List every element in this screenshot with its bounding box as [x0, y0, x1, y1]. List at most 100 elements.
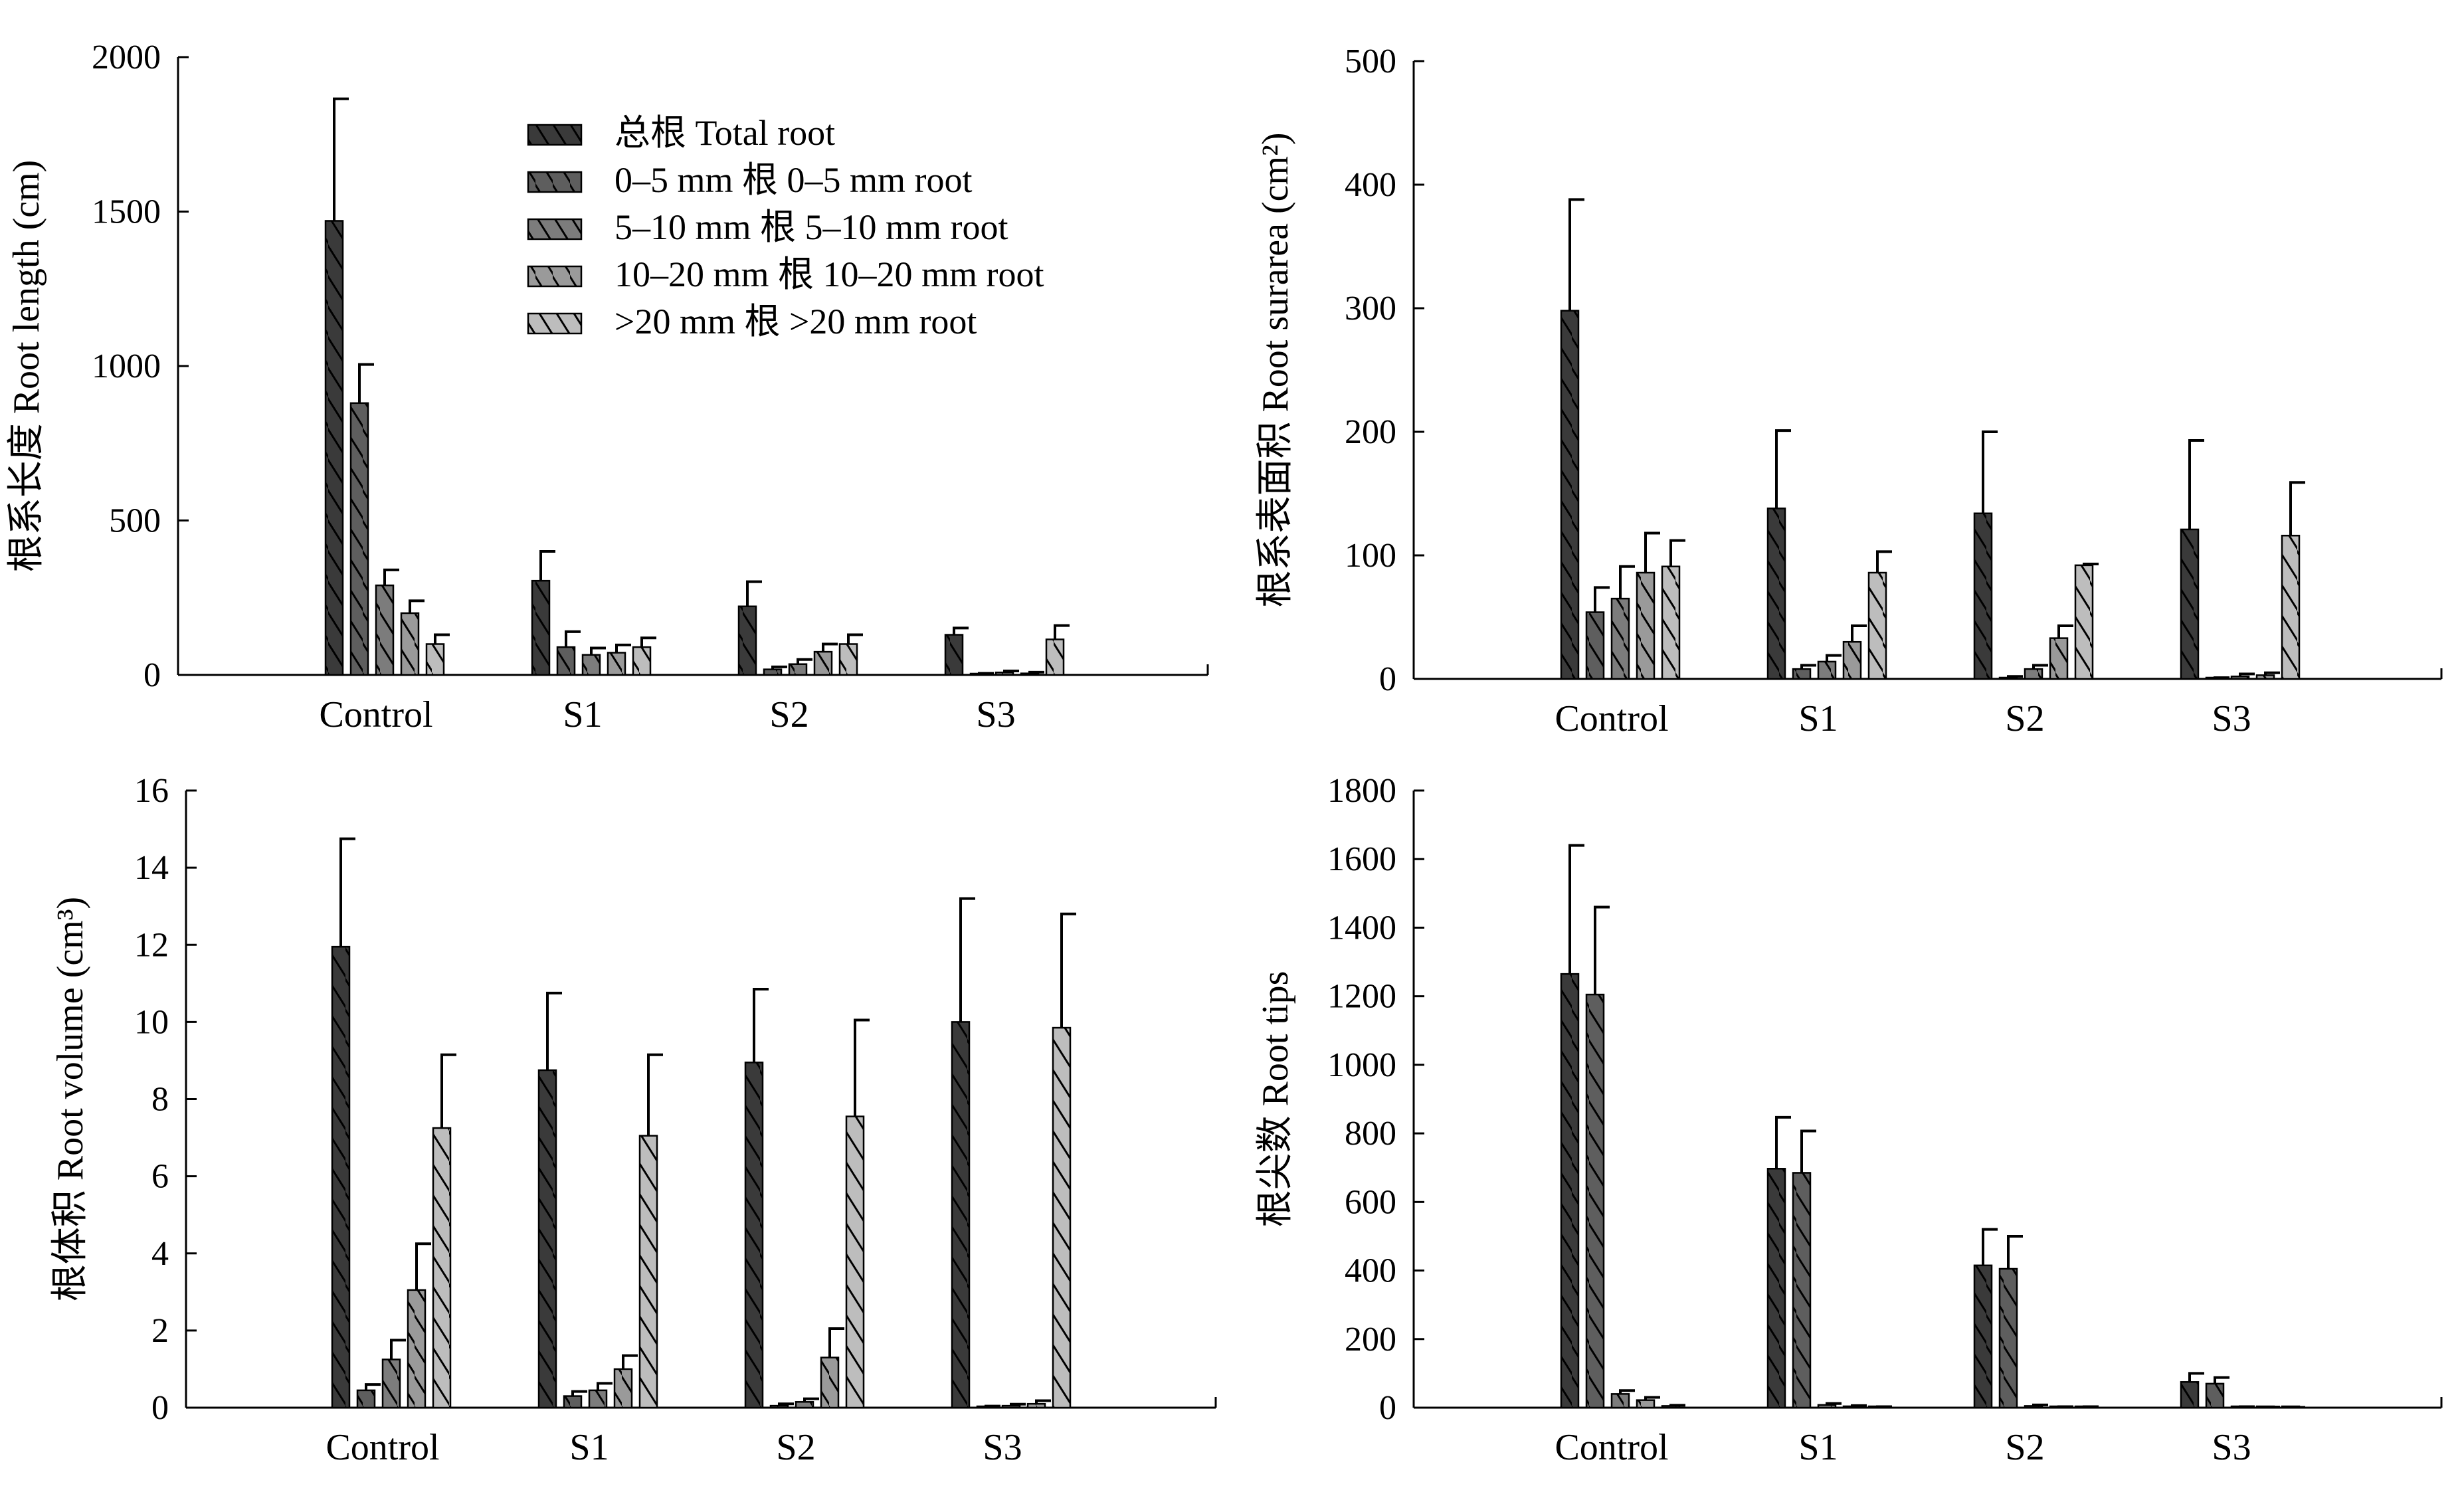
error-bar	[565, 630, 581, 648]
y-tick-label: 1000	[1327, 1046, 1396, 1084]
legend-label: 10–20 mm 根 10–20 mm root	[615, 254, 1044, 294]
y-axis-title: 根尖数 Root tips	[1255, 971, 1296, 1228]
bar	[2074, 564, 2094, 680]
bar	[1817, 660, 1837, 680]
bar	[1560, 973, 1580, 1409]
bar	[769, 1404, 789, 1409]
bar	[607, 652, 626, 676]
y-tick-label: 1500	[92, 193, 161, 231]
error-bar	[1669, 1404, 1685, 1407]
bar	[1817, 1404, 1837, 1409]
y-tick-label: 800	[1345, 1115, 1396, 1153]
y-tick-label: 16	[134, 772, 169, 810]
bar	[588, 1389, 608, 1409]
y-tick-label: 1000	[92, 347, 161, 385]
x-category-label: S2	[2005, 698, 2044, 739]
x-category-label: S3	[2212, 1427, 2251, 1468]
error-bar	[1826, 654, 1842, 662]
bar	[1636, 571, 1656, 680]
error-bar	[1644, 531, 1660, 573]
error-bar	[1035, 1399, 1051, 1404]
error-bar	[1568, 844, 1584, 975]
legend-label: 0–5 mm 根 0–5 mm root	[615, 160, 973, 200]
bar	[995, 672, 1014, 676]
bar	[425, 643, 445, 676]
error-bar	[647, 1053, 663, 1136]
x-category-label: S2	[769, 694, 808, 735]
bar	[737, 605, 757, 676]
bar	[613, 1368, 633, 1409]
error-bar	[590, 646, 606, 655]
error-bar	[1669, 539, 1685, 567]
y-tick-label: 1600	[1327, 840, 1396, 878]
bar	[951, 1021, 971, 1409]
y-tick-label: 8	[151, 1081, 169, 1119]
error-bar	[1644, 1396, 1660, 1400]
bar	[1636, 1399, 1656, 1409]
error-bar	[383, 568, 399, 586]
x-category-label: S1	[563, 694, 602, 735]
bar	[1998, 676, 2018, 680]
y-tick-label: 400	[1345, 166, 1396, 204]
error-bar	[1003, 669, 1019, 673]
y-tick-label: 0	[151, 1389, 169, 1427]
bar	[2281, 534, 2301, 680]
y-tick-label: 200	[1345, 1321, 1396, 1359]
bar	[944, 634, 964, 676]
error-bar	[959, 897, 975, 1022]
y-axis-title: 根系长度 Root length (cm)	[6, 160, 47, 573]
x-category-label: S1	[569, 1427, 609, 1468]
bar	[788, 663, 808, 676]
bar	[2180, 528, 2200, 680]
error-bar	[615, 643, 631, 653]
y-tick-label: 0	[143, 656, 161, 694]
bar	[2049, 637, 2069, 680]
error-bar	[622, 1354, 638, 1369]
x-category-label: Control	[1555, 698, 1668, 739]
y-tick-label: 400	[1345, 1252, 1396, 1290]
y-tick-label: 0	[1379, 660, 1396, 698]
bar	[1792, 668, 1812, 680]
x-category-label: Control	[326, 1427, 439, 1468]
bar	[356, 1389, 376, 1409]
x-category-label: S2	[776, 1427, 815, 1468]
bar	[813, 650, 833, 676]
bar	[331, 945, 351, 1409]
error-bar	[771, 665, 787, 670]
legend-label: 5–10 mm 根 5–10 mm root	[615, 207, 1008, 247]
bar	[349, 402, 369, 676]
root-surface-area-chart: 0 100 200 300 400 500 根系表面积 Root surarea (cm²)…	[1255, 43, 2443, 739]
bar	[1973, 512, 1993, 680]
error-bar	[2264, 1405, 2280, 1408]
error-bar	[2188, 439, 2204, 529]
y-tick-label: 2000	[92, 39, 161, 76]
error-bar	[2083, 563, 2099, 566]
y-tick-label: 4	[151, 1235, 169, 1273]
error-bar	[753, 988, 769, 1063]
y-tick-label: 100	[1345, 537, 1396, 575]
y-tick-label: 6	[151, 1158, 169, 1196]
bar	[1998, 1267, 2018, 1409]
error-bar	[1800, 664, 1816, 670]
error-bar	[333, 97, 349, 221]
x-category-label: Control	[319, 694, 432, 735]
error-bar	[2007, 675, 2023, 678]
y-tick-label: 200	[1345, 413, 1396, 451]
error-bar	[854, 1018, 870, 1117]
bar	[1661, 565, 1681, 680]
error-bar	[1028, 670, 1044, 674]
legend-label: >20 mm 根 >20 mm root	[615, 302, 977, 341]
bar	[638, 1135, 658, 1409]
y-tick-label: 500	[1345, 43, 1396, 80]
bar	[1973, 1264, 1993, 1409]
error-bar	[1982, 430, 1998, 514]
error-bar	[1594, 905, 1610, 995]
bar	[537, 1069, 557, 1409]
bar	[1020, 672, 1040, 676]
error-bar	[539, 550, 555, 581]
bar	[744, 1062, 764, 1409]
error-bar	[409, 599, 425, 613]
bar	[400, 612, 420, 676]
bar	[795, 1401, 814, 1409]
error-bar	[1775, 429, 1791, 509]
